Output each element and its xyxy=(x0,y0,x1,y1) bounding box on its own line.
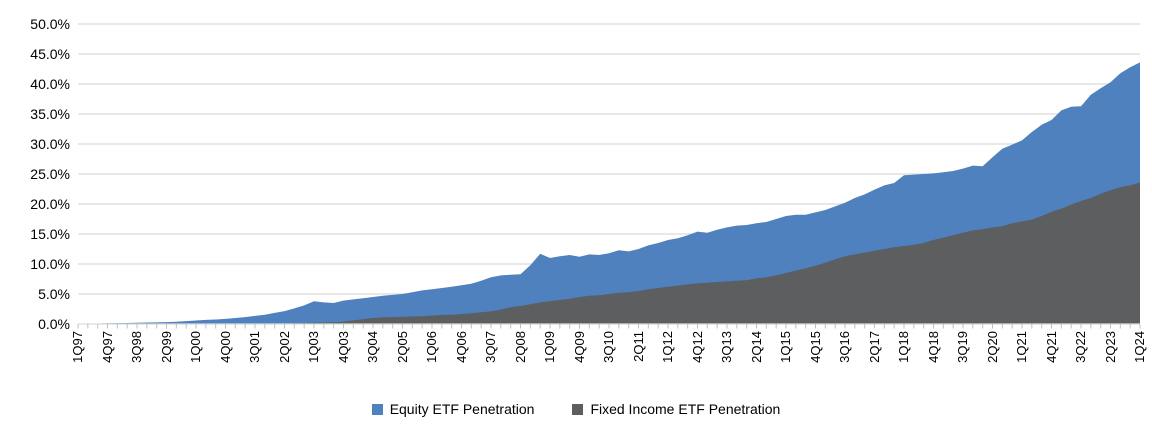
fixed-income-legend-swatch xyxy=(572,403,584,415)
legend-item-equity: Equity ETF Penetration xyxy=(371,401,535,417)
legend-label-equity: Equity ETF Penetration xyxy=(389,401,535,417)
x-axis-label: 4Q00 xyxy=(217,331,233,363)
legend: Equity ETF Penetration Fixed Income ETF … xyxy=(0,401,1152,417)
y-axis-label: 10.0% xyxy=(30,256,70,272)
x-axis-label: 1Q24 xyxy=(1132,331,1147,363)
legend-label-fixed-income: Fixed Income ETF Penetration xyxy=(590,401,781,417)
x-axis-label: 3Q07 xyxy=(483,331,498,363)
x-axis-label: 4Q97 xyxy=(99,331,115,363)
y-axis-label: 45.0% xyxy=(30,46,70,62)
x-axis-label: 3Q04 xyxy=(365,331,380,363)
y-axis-label: 20.0% xyxy=(30,196,70,212)
x-axis-label: 1Q09 xyxy=(542,331,557,363)
y-axis-label: 35.0% xyxy=(30,106,70,122)
x-axis-label: 2Q08 xyxy=(512,331,528,363)
y-axis-label: 0.0% xyxy=(38,316,70,332)
x-axis-label: 4Q21 xyxy=(1043,331,1059,363)
x-axis-label: 3Q10 xyxy=(601,331,616,363)
x-axis-label: 3Q22 xyxy=(1073,331,1088,363)
y-axis-label: 40.0% xyxy=(30,76,70,92)
legend-item-fixed-income: Fixed Income ETF Penetration xyxy=(572,401,780,417)
x-axis-label: 2Q02 xyxy=(276,331,292,363)
x-axis-label: 1Q97 xyxy=(70,331,85,363)
x-axis-label: 4Q12 xyxy=(689,331,705,363)
equity-legend-swatch xyxy=(371,403,383,415)
y-axis-label: 15.0% xyxy=(30,226,70,242)
x-axis-label: 2Q11 xyxy=(630,331,646,362)
x-axis-label: 2Q23 xyxy=(1102,331,1118,363)
x-axis-label: 1Q03 xyxy=(306,331,321,363)
x-axis-label: 1Q00 xyxy=(188,331,203,363)
x-axis-label: 3Q01 xyxy=(247,331,262,363)
y-axis-label: 5.0% xyxy=(38,286,70,302)
x-axis-label: 3Q13 xyxy=(719,331,734,363)
x-axis-label: 4Q18 xyxy=(925,331,941,363)
x-axis-label: 4Q03 xyxy=(335,331,351,363)
x-axis-label: 1Q15 xyxy=(778,331,793,363)
x-axis-label: 2Q05 xyxy=(394,331,410,363)
x-axis-label: 4Q06 xyxy=(453,331,469,363)
x-axis-label: 4Q15 xyxy=(807,331,823,363)
x-axis-label: 4Q09 xyxy=(571,331,587,363)
y-axis-label: 25.0% xyxy=(30,166,70,182)
x-axis-label: 1Q21 xyxy=(1014,331,1029,363)
x-axis-label: 3Q98 xyxy=(129,331,144,363)
x-axis-label: 2Q20 xyxy=(984,331,1000,363)
x-axis-label: 2Q99 xyxy=(158,331,174,363)
y-axis-label: 30.0% xyxy=(30,136,70,152)
x-axis-label: 3Q19 xyxy=(955,331,970,363)
x-axis-label: 1Q12 xyxy=(660,331,675,363)
y-axis-label: 50.0% xyxy=(30,16,70,32)
fixed-income-area-series xyxy=(78,182,1140,324)
x-axis-label: 1Q18 xyxy=(896,331,911,363)
x-axis-label: 2Q17 xyxy=(866,331,882,363)
x-axis-label: 1Q06 xyxy=(424,331,439,363)
x-axis-label: 3Q16 xyxy=(837,331,852,363)
x-axis-label: 2Q14 xyxy=(748,331,764,363)
